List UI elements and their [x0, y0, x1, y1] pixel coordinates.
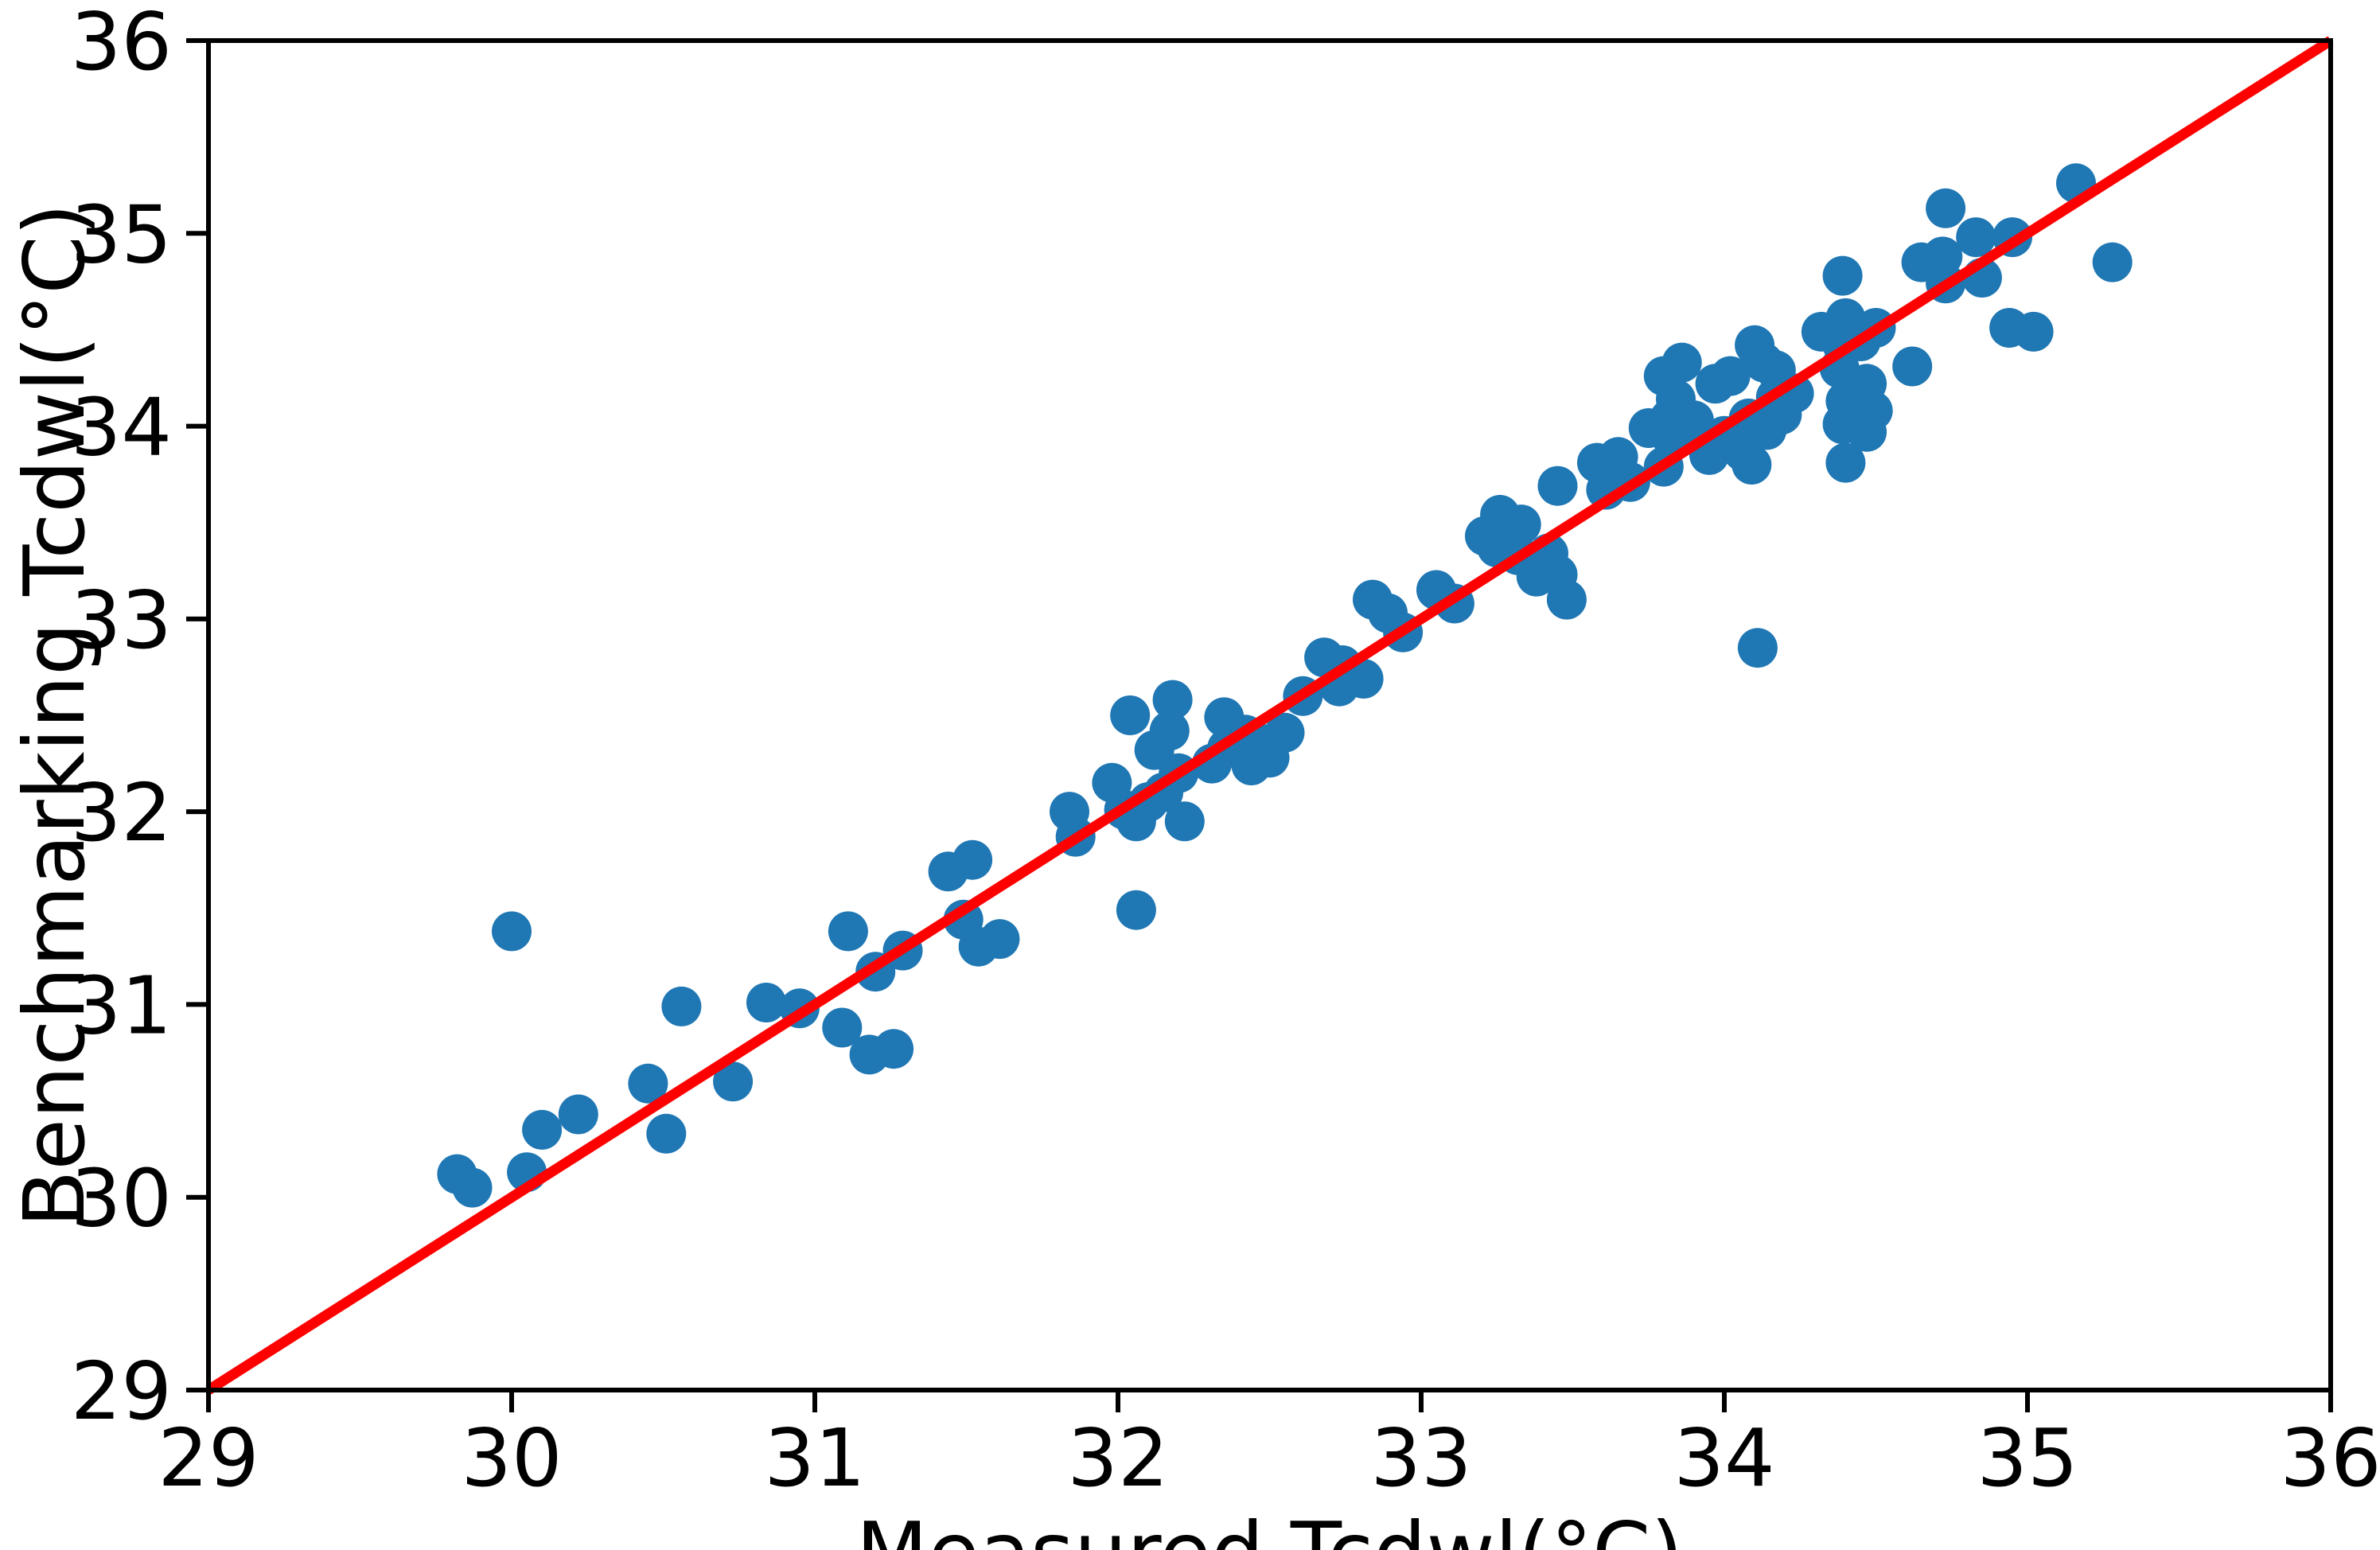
scatter-point: [1661, 342, 1702, 383]
scatter-point: [1546, 579, 1587, 620]
x-tick-label: 34: [1673, 1412, 1774, 1505]
scatter-point: [1264, 712, 1305, 753]
scatter-point: [822, 1007, 863, 1048]
y-tick-label: 34: [71, 381, 172, 474]
scatter-point: [1343, 659, 1384, 699]
identity-line-group: [205, 36, 2334, 1395]
y-tick-label: 32: [71, 766, 172, 859]
scatter-points-group: [437, 163, 2133, 1208]
scatter-point: [1710, 356, 1751, 396]
scatter-point: [646, 1113, 687, 1154]
scatter-point: [980, 919, 1020, 960]
y-axis-label: Benchmarking Tcdwl(°C): [6, 203, 103, 1227]
scatter-point: [1956, 217, 1996, 258]
scatter-point: [1926, 188, 1966, 228]
scatter-point: [828, 911, 868, 952]
x-tick-label: 36: [2280, 1412, 2380, 1505]
scatter-point: [452, 1167, 493, 1208]
scatter-point: [2092, 242, 2133, 282]
x-tick-label: 33: [1370, 1412, 1471, 1505]
y-tick-label: 29: [71, 1345, 172, 1438]
y-tick-label: 30: [71, 1152, 172, 1245]
y-tick-label: 31: [71, 959, 172, 1052]
scatter-point: [1731, 445, 1772, 485]
identity-line: [205, 36, 2334, 1395]
scatter-point: [1231, 746, 1272, 785]
plot-frame-group: [206, 38, 2333, 1392]
plot-frame: [206, 38, 2333, 1392]
y-tick-label: 36: [71, 0, 172, 88]
scatter-point: [522, 1109, 563, 1150]
scatter-point: [746, 983, 786, 1022]
scatter-point: [952, 839, 993, 880]
scatter-point: [1847, 411, 1887, 452]
scatter-point: [1822, 255, 1863, 296]
scatter-point: [661, 986, 702, 1026]
scatter-point: [1537, 465, 1578, 506]
x-tick-label: 35: [1977, 1412, 2078, 1505]
x-tick-label: 32: [1067, 1412, 1168, 1505]
y-tick-label: 35: [71, 188, 172, 281]
scatter-point: [628, 1063, 668, 1104]
y-tick-label: 33: [71, 574, 172, 667]
scatter-point: [1164, 801, 1205, 842]
scatter-point: [492, 911, 532, 952]
scatter-point: [1149, 711, 1190, 751]
x-axis-label: Measured Tcdwl(°C): [856, 1505, 1684, 1550]
scatter-point: [1762, 395, 1802, 434]
scatter-point: [1110, 695, 1151, 735]
scatter-point: [2013, 311, 2054, 352]
scatter-point: [1892, 346, 1933, 387]
scatter-point: [874, 1029, 914, 1069]
scatter-point: [1204, 697, 1245, 738]
scatter-point: [713, 1061, 754, 1102]
scatter-point: [1673, 400, 1714, 441]
scatter-point: [1825, 442, 1866, 483]
axis-ticks-group: 29 30 31 32 33 34 35 36 29 30 31 32 33 34 35 36: [71, 0, 2380, 1505]
x-tick-label: 29: [158, 1412, 259, 1505]
scatter-point: [558, 1094, 598, 1135]
x-tick-label: 30: [461, 1412, 562, 1505]
scatter-point: [1737, 628, 1778, 668]
scatter-point: [1116, 890, 1156, 930]
scatter-point: [1152, 680, 1193, 720]
x-tick-label: 31: [764, 1412, 865, 1505]
